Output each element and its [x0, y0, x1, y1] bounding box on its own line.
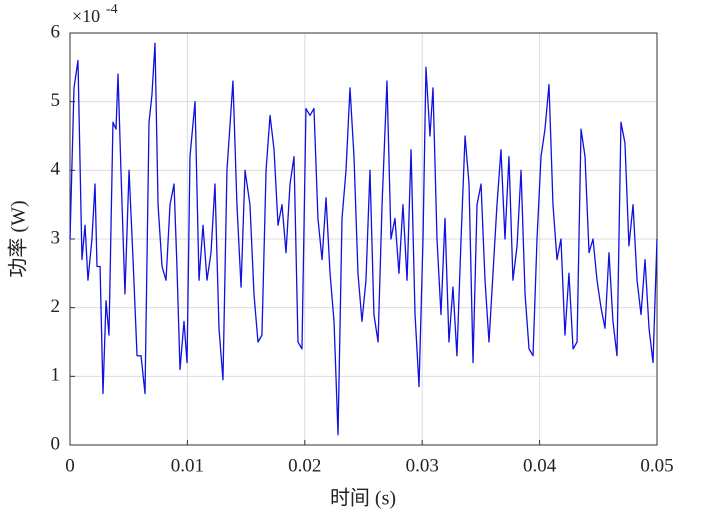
y-tick-label: 2: [51, 296, 61, 317]
x-tick-label: 0.03: [406, 455, 439, 476]
x-tick-label: 0: [65, 455, 75, 476]
y-tick-label: 3: [51, 227, 61, 248]
y-tick-label: 4: [51, 159, 61, 180]
y-scale-exponent: -4: [106, 2, 118, 17]
x-tick-label: 0.02: [288, 455, 321, 476]
y-scale-label: ×10: [72, 6, 100, 26]
x-tick-label: 0.05: [640, 455, 673, 476]
x-axis-label: 时间 (s): [330, 487, 396, 510]
y-tick-label: 5: [51, 90, 61, 111]
data-line: [69, 42, 658, 436]
x-tick-label: 0.01: [171, 455, 204, 476]
x-tick-label: 0.04: [523, 455, 557, 476]
y-axis-label: 功率 (W): [7, 200, 30, 277]
y-tick-label: 0: [51, 433, 61, 454]
y-tick-label: 1: [51, 365, 61, 386]
y-tick-label: 6: [51, 21, 61, 42]
